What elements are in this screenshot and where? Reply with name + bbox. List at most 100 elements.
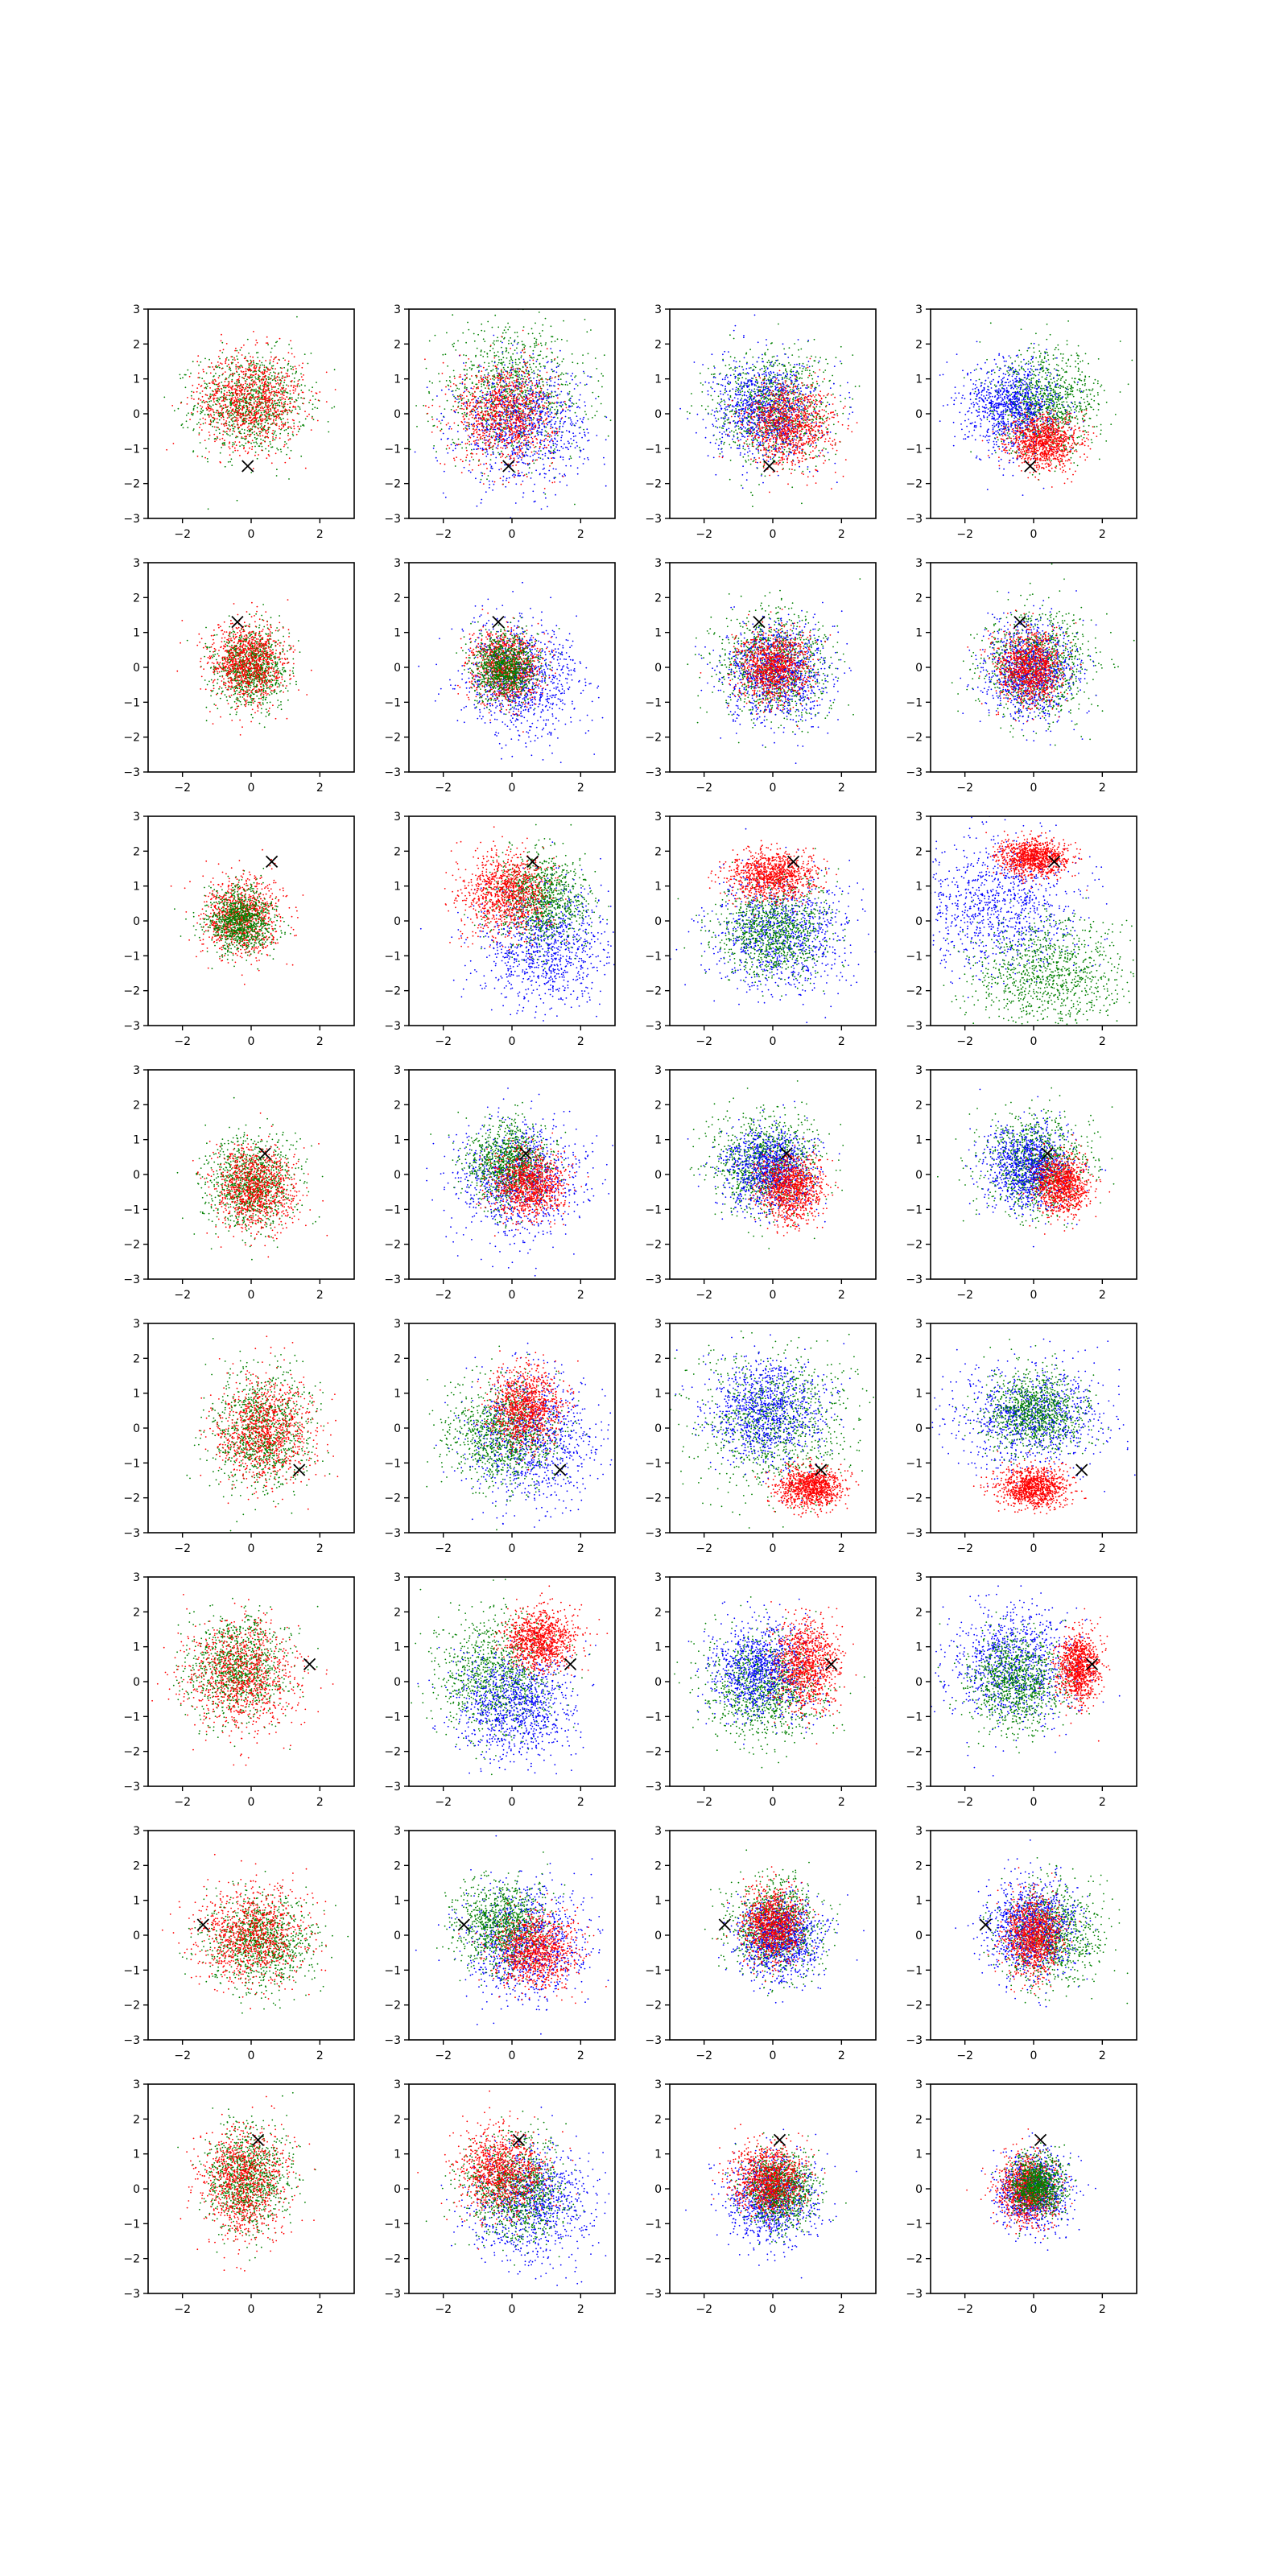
scatter-point [510, 411, 511, 412]
scatter-point [461, 383, 463, 385]
scatter-point [252, 386, 254, 388]
scatter-point [219, 432, 221, 434]
scatter-point [508, 343, 510, 345]
scatter-point [258, 407, 259, 408]
scatter-point [282, 406, 283, 407]
scatter-point [219, 419, 221, 421]
scatter-point [572, 395, 573, 397]
scatter-point [255, 406, 257, 407]
scatter-point [469, 441, 470, 443]
scatter-point [198, 373, 200, 374]
scatter-point [252, 415, 254, 416]
scatter-point [284, 401, 286, 402]
scatter-point [250, 374, 251, 376]
scatter-point [529, 425, 530, 427]
scatter-point [547, 506, 548, 508]
scatter-point [216, 430, 217, 431]
scatter-point [555, 452, 556, 453]
scatter-point [530, 397, 532, 398]
scatter-point [204, 419, 206, 420]
scatter-point [290, 439, 291, 440]
scatter-point [502, 411, 503, 413]
scatter-point [236, 420, 237, 422]
scatter-point [501, 406, 502, 407]
scatter-point [559, 364, 560, 365]
scatter-point [228, 406, 229, 407]
scatter-point [258, 428, 259, 430]
scatter-point [522, 427, 523, 429]
scatter-point [286, 454, 287, 456]
scatter-point [270, 418, 272, 419]
scatter-point [551, 378, 553, 379]
scatter-point [583, 463, 584, 464]
scatter-point [506, 456, 508, 457]
scatter-point [213, 418, 215, 419]
scatter-point [219, 375, 221, 377]
scatter-point [521, 403, 522, 405]
scatter-point [487, 383, 489, 385]
scatter-point [559, 423, 561, 424]
scatter-point [291, 410, 293, 411]
scatter-point [539, 312, 540, 313]
scatter-point [281, 403, 283, 405]
scatter-point [492, 427, 493, 428]
scatter-point [518, 461, 520, 463]
scatter-point [272, 440, 274, 441]
scatter-point [520, 425, 522, 427]
scatter-point [261, 362, 262, 364]
scatter-point [276, 341, 278, 343]
scatter-point [558, 365, 559, 367]
scatter-point [265, 389, 266, 390]
scatter-point [202, 396, 204, 398]
scatter-point [550, 427, 551, 429]
scatter-point [429, 381, 431, 382]
scatter-point [270, 378, 271, 380]
scatter-point [282, 414, 283, 415]
scatter-point [557, 383, 559, 385]
scatter-point [589, 376, 591, 378]
scatter-point [510, 391, 511, 393]
scatter-point [527, 390, 529, 391]
scatter-point [539, 386, 541, 388]
scatter-point [587, 375, 588, 377]
scatter-point [568, 443, 570, 444]
scatter-point [258, 431, 260, 432]
scatter-point [500, 416, 502, 418]
scatter-point [514, 386, 515, 387]
scatter-point [555, 377, 556, 378]
scatter-point [232, 433, 233, 435]
scatter-point [215, 366, 217, 368]
scatter-point [273, 419, 275, 420]
scatter-point [484, 437, 485, 439]
scatter-point [247, 410, 249, 411]
scatter-point [467, 403, 469, 405]
scatter-point [513, 390, 514, 391]
scatter-point [539, 403, 540, 405]
scatter-point [583, 417, 584, 419]
scatter-point [223, 405, 225, 407]
scatter-point [533, 444, 535, 446]
scatter-point [477, 407, 478, 409]
scatter-point [534, 436, 535, 438]
scatter-point [547, 348, 548, 349]
scatter-point [498, 356, 500, 357]
scatter-point [507, 374, 509, 375]
scatter-point [532, 490, 534, 492]
scatter-point [554, 409, 555, 411]
scatter-point [231, 425, 233, 427]
scatter-point [251, 412, 253, 414]
scatter-point [268, 384, 270, 386]
scatter-point [273, 394, 275, 396]
scatter-point [487, 353, 489, 355]
scatter-point [586, 331, 588, 332]
scatter-point [555, 391, 556, 393]
scatter-point [471, 456, 473, 458]
scatter-point [512, 454, 514, 456]
scatter-point [513, 473, 514, 475]
scatter-point [493, 357, 495, 359]
scatter-point [249, 404, 250, 406]
scatter-point [549, 434, 551, 436]
scatter-point [509, 389, 510, 390]
scatter-point [556, 366, 558, 368]
scatter-point [547, 389, 549, 390]
